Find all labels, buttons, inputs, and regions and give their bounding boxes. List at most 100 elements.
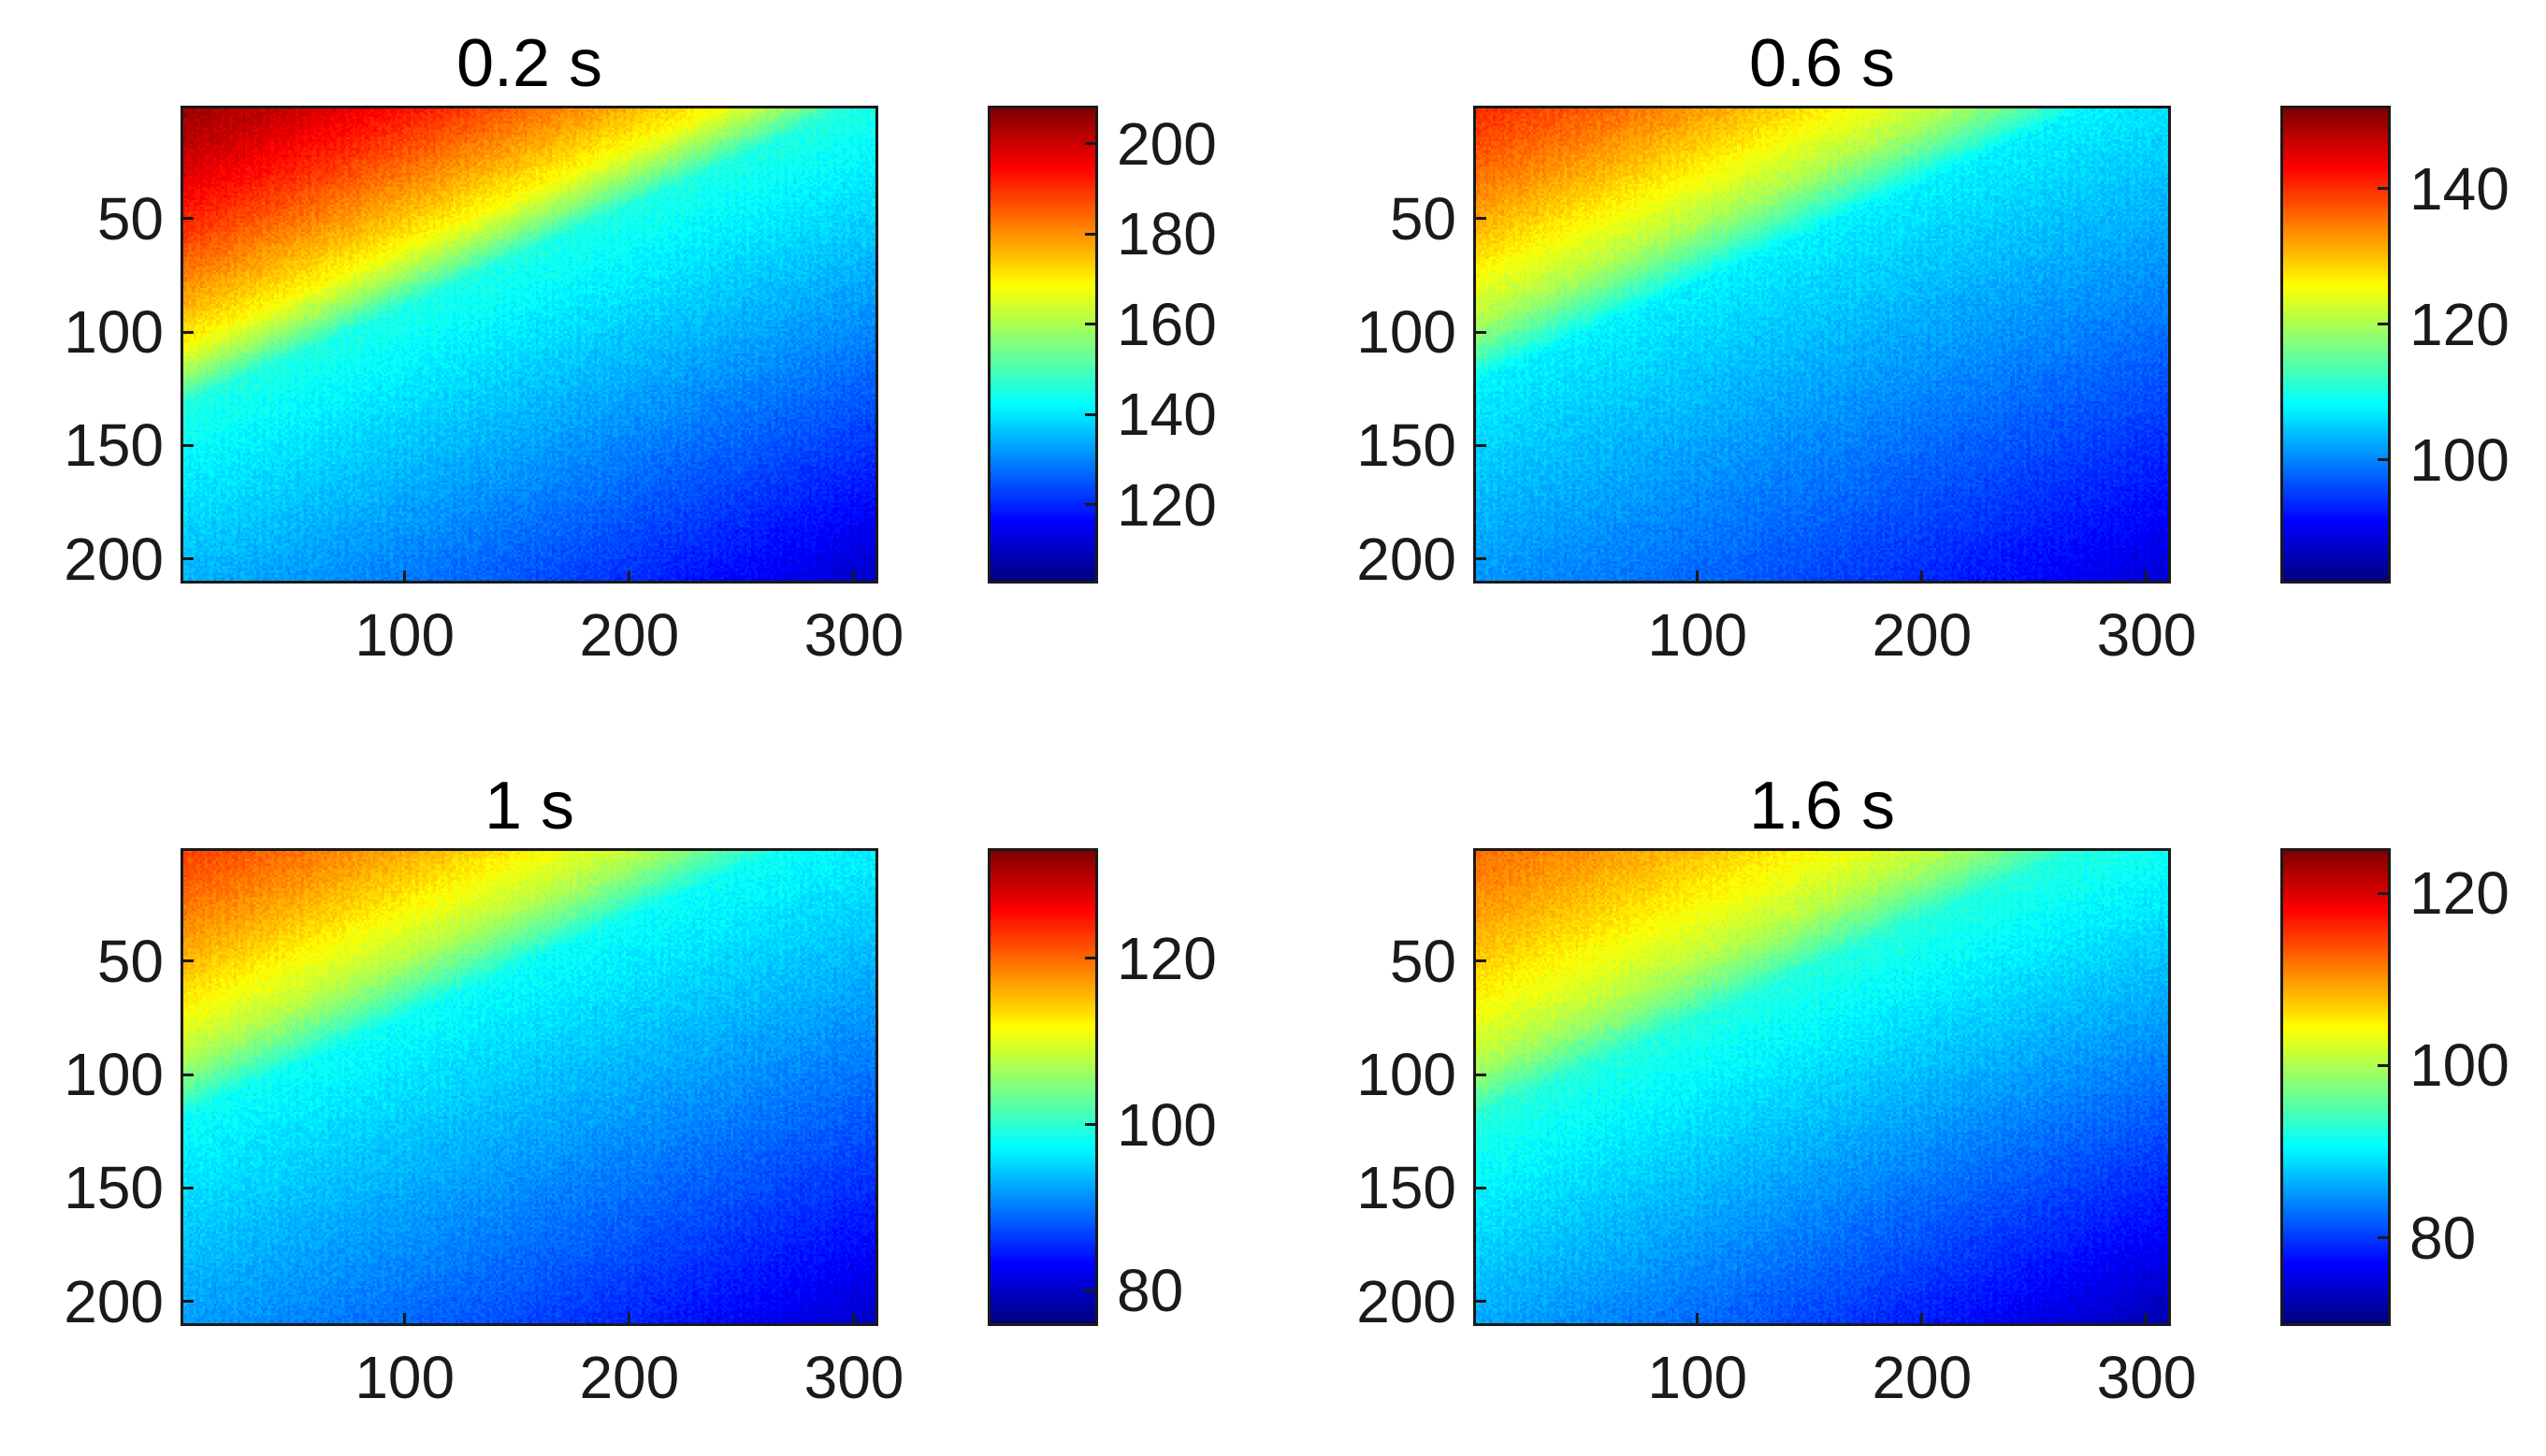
colorbar-tick-label: 140 — [2409, 154, 2510, 223]
y-tick-label: 200 — [1356, 525, 1456, 593]
y-tick-label: 50 — [1389, 184, 1456, 252]
colorbar-tick-label: 120 — [1117, 924, 1217, 992]
plot-frame — [1473, 848, 2171, 1326]
panel-title: 1.6 s — [1748, 769, 1896, 843]
x-tick-mark — [1920, 1313, 1924, 1324]
x-tick-label: 100 — [354, 1344, 456, 1411]
y-tick-label: 100 — [64, 298, 164, 367]
y-tick-label: 150 — [64, 1154, 164, 1222]
y-tick-mark — [182, 1186, 194, 1189]
colorbar-tick-label: 180 — [1117, 200, 1217, 268]
plot-frame — [1473, 106, 2171, 584]
x-tick-label: 100 — [1647, 601, 1748, 669]
x-tick-label: 200 — [579, 1344, 680, 1411]
x-tick-label: 100 — [354, 601, 456, 669]
colorbar-tick-label: 120 — [2409, 290, 2510, 358]
heatmap — [182, 850, 876, 1324]
colorbar-tick-label: 120 — [1117, 470, 1217, 539]
x-tick-mark — [403, 570, 407, 582]
colorbar-tick-label: 100 — [2409, 1031, 2510, 1100]
colorbar-tick-mark — [1085, 412, 1096, 416]
x-tick-label: 300 — [803, 601, 904, 669]
y-tick-label: 100 — [64, 1041, 164, 1109]
panel-title: 0.2 s — [456, 26, 603, 101]
y-tick-mark — [182, 217, 194, 221]
x-tick-label: 200 — [1872, 1344, 1973, 1411]
x-tick-mark — [628, 570, 631, 582]
colorbar — [2282, 850, 2389, 1324]
y-tick-label: 100 — [1356, 298, 1456, 367]
x-tick-mark — [1696, 1313, 1700, 1324]
y-tick-mark — [1475, 1300, 1486, 1304]
y-tick-mark — [1475, 1186, 1486, 1189]
y-tick-mark — [1475, 959, 1486, 963]
colorbar-tick-mark — [2378, 891, 2389, 895]
colorbar-tick-label: 200 — [1117, 109, 1217, 178]
heatmap — [1475, 850, 2169, 1324]
colorbar-tick-mark — [1085, 957, 1096, 960]
x-tick-mark — [2145, 1313, 2148, 1324]
colorbar — [990, 850, 1096, 1324]
panel-title: 1 s — [484, 769, 575, 843]
colorbar-tick-label: 80 — [1117, 1257, 1184, 1325]
x-tick-mark — [628, 1313, 631, 1324]
heatmap — [182, 108, 876, 582]
y-tick-label: 200 — [64, 525, 164, 593]
x-tick-label: 300 — [2096, 1344, 2197, 1411]
x-tick-label: 300 — [2096, 601, 2197, 669]
colorbar-tick-label: 100 — [1117, 1090, 1217, 1159]
y-tick-label: 200 — [1356, 1267, 1456, 1335]
colorbar-frame — [988, 106, 1098, 584]
y-tick-mark — [182, 330, 194, 334]
y-tick-label: 50 — [96, 927, 164, 995]
y-tick-label: 50 — [1389, 927, 1456, 995]
y-tick-mark — [182, 959, 194, 963]
x-tick-mark — [1920, 570, 1924, 582]
y-tick-mark — [182, 557, 194, 561]
colorbar-tick-label: 100 — [2409, 425, 2510, 494]
colorbar-tick-mark — [2378, 323, 2389, 326]
y-tick-label: 150 — [64, 411, 164, 480]
colorbar-tick-label: 80 — [2409, 1204, 2477, 1272]
heatmap — [1475, 108, 2169, 582]
x-tick-label: 300 — [803, 1344, 904, 1411]
x-tick-mark — [852, 1313, 856, 1324]
plot-frame — [181, 106, 878, 584]
x-tick-label: 200 — [1872, 601, 1973, 669]
y-tick-label: 100 — [1356, 1041, 1456, 1109]
y-tick-mark — [182, 443, 194, 447]
y-tick-mark — [182, 1073, 194, 1076]
x-tick-mark — [403, 1313, 407, 1324]
colorbar-frame — [988, 848, 1098, 1326]
y-tick-mark — [1475, 1073, 1486, 1076]
colorbar-tick-mark — [2378, 1063, 2389, 1067]
x-tick-label: 200 — [579, 601, 680, 669]
colorbar-tick-mark — [1085, 142, 1096, 146]
x-tick-mark — [1696, 570, 1700, 582]
y-tick-mark — [1475, 217, 1486, 221]
colorbar-frame — [2280, 106, 2391, 584]
colorbar — [2282, 108, 2389, 582]
panel-title: 0.6 s — [1748, 26, 1896, 101]
x-tick-mark — [852, 570, 856, 582]
colorbar-tick-mark — [1085, 323, 1096, 326]
colorbar-tick-label: 140 — [1117, 381, 1217, 449]
colorbar-tick-mark — [1085, 1289, 1096, 1292]
colorbar-tick-label: 160 — [1117, 290, 1217, 358]
y-tick-mark — [1475, 557, 1486, 561]
y-tick-label: 200 — [64, 1267, 164, 1335]
colorbar — [990, 108, 1096, 582]
colorbar-tick-mark — [1085, 232, 1096, 236]
y-tick-label: 150 — [1356, 1154, 1456, 1222]
y-tick-mark — [1475, 330, 1486, 334]
y-tick-label: 50 — [96, 184, 164, 252]
y-tick-mark — [1475, 443, 1486, 447]
plot-frame — [181, 848, 878, 1326]
colorbar-tick-mark — [1085, 503, 1096, 507]
colorbar-tick-mark — [2378, 187, 2389, 191]
y-tick-mark — [182, 1300, 194, 1304]
x-tick-label: 100 — [1647, 1344, 1748, 1411]
colorbar-tick-mark — [2378, 1236, 2389, 1240]
x-tick-mark — [2145, 570, 2148, 582]
